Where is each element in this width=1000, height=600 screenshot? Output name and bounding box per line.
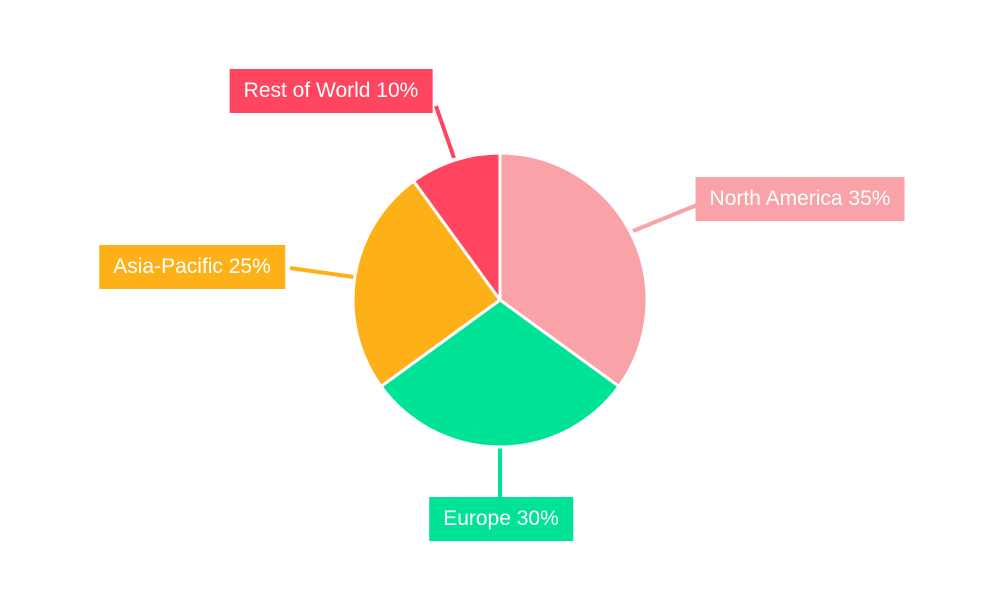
callout-label-rest-of-world: Rest of World 10% bbox=[229, 69, 433, 113]
pie-slice-europe bbox=[379, 298, 621, 449]
pie-slices-group bbox=[351, 151, 649, 449]
pie-slice-asia-pacific bbox=[351, 179, 502, 388]
callout-label-asia-pacific: Asia-Pacific 25% bbox=[99, 245, 285, 289]
leader-line-rest-of-world bbox=[434, 105, 456, 159]
pie-slice-north-america bbox=[498, 151, 649, 388]
leader-line-asia-pacific bbox=[289, 266, 362, 280]
pie-slice-rest-of-world bbox=[412, 151, 502, 302]
callout-label-north-america: North America 35% bbox=[695, 177, 905, 221]
leader-line-north-america bbox=[632, 203, 698, 233]
callout-label-europe: Europe 30% bbox=[429, 497, 573, 541]
